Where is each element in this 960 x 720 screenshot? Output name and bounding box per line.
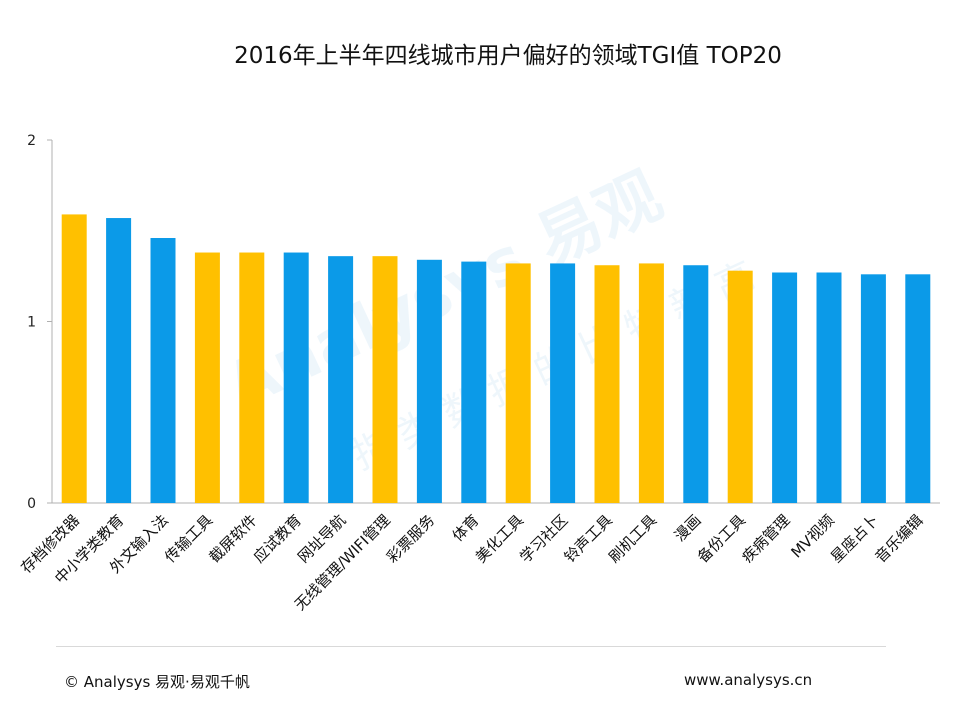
bar: [905, 274, 931, 503]
category-label: 彩票服务: [383, 511, 438, 566]
bar: [106, 218, 132, 504]
bar: [550, 263, 576, 503]
bar: [505, 263, 531, 503]
footer-divider: [56, 646, 886, 647]
category-label: 备份工具: [694, 511, 749, 566]
bar: [150, 238, 176, 503]
category-label: 星座占卜: [827, 511, 882, 566]
category-label: 截屏软件: [205, 511, 260, 566]
category-label: 音乐编辑: [871, 511, 926, 566]
bar: [683, 265, 709, 503]
bar: [461, 261, 487, 503]
category-label: 体育: [449, 511, 483, 545]
y-tick-label: 2: [27, 133, 36, 149]
bar: [594, 265, 620, 503]
footer-copyright: © Analysys 易观·易观千帆: [64, 673, 250, 691]
bar: [328, 256, 354, 503]
bar: [772, 272, 798, 503]
category-label: 学习社区: [516, 511, 571, 566]
bar: [194, 252, 220, 503]
bar: [61, 214, 87, 504]
category-label: 漫画: [671, 511, 705, 545]
bar: [727, 270, 753, 503]
category-label: 刷机工具: [605, 511, 660, 566]
category-label: 传输工具: [161, 511, 216, 566]
bar: [816, 272, 842, 503]
bar: [416, 259, 442, 503]
category-label: 疾病管理: [738, 511, 793, 566]
bar: [239, 252, 265, 503]
y-tick-label: 0: [27, 496, 36, 512]
category-labels: 存档修改器中小学类教育外文输入法传输工具截屏软件应试教育网址导航无线管理/WIF…: [17, 511, 926, 614]
bar: [372, 256, 398, 503]
bar: [283, 252, 309, 503]
category-label: 铃声工具: [561, 511, 616, 566]
y-tick-label: 1: [27, 315, 36, 331]
footer-website[interactable]: www.analysys.cn: [684, 671, 813, 689]
bar: [638, 263, 664, 503]
category-label: 应试教育: [250, 511, 305, 566]
chart-title: 2016年上半年四线城市用户偏好的领域TGI值 TOP20: [234, 43, 782, 69]
bars: [61, 214, 931, 504]
bar: [860, 274, 886, 503]
category-label: 美化工具: [472, 511, 527, 566]
